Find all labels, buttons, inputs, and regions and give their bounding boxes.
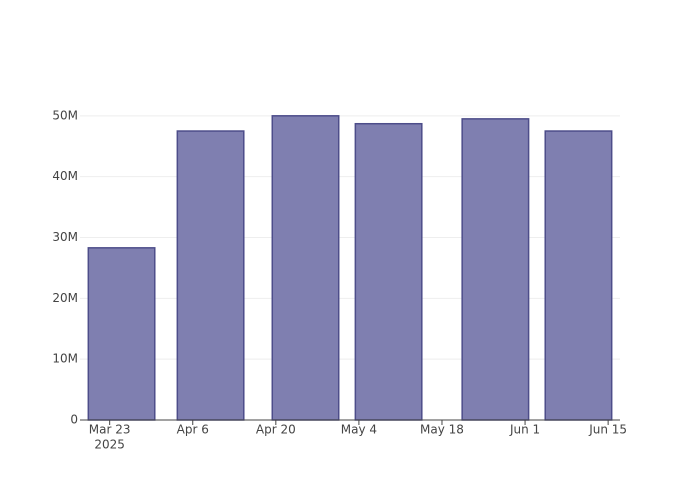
x-tick-label: Jun 1 — [509, 423, 540, 437]
y-tick-label: 50M — [52, 108, 78, 122]
x-tick-year: 2025 — [94, 438, 125, 452]
bar — [176, 130, 245, 421]
bar — [544, 130, 613, 421]
y-tick-label: 40M — [52, 169, 78, 183]
y-tick-label: 30M — [52, 230, 78, 244]
y-tick-label: 20M — [52, 291, 78, 305]
x-tick-label: May 18 — [420, 423, 464, 437]
bar — [461, 118, 530, 421]
x-tick-label: Mar 23 — [89, 423, 131, 437]
bar — [87, 247, 156, 421]
x-tick-label: May 4 — [341, 423, 377, 437]
bar — [271, 115, 340, 421]
x-tick-label: Apr 20 — [256, 423, 296, 437]
y-tick-label: 10M — [52, 352, 78, 366]
x-tick-label: Jun 15 — [588, 423, 627, 437]
bar — [354, 122, 423, 421]
x-tick-label: Apr 6 — [177, 423, 209, 437]
y-tick-label: 0 — [70, 413, 78, 427]
